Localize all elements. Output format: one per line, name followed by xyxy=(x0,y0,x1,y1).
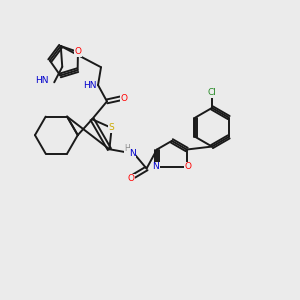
Text: S: S xyxy=(109,123,115,132)
Text: O: O xyxy=(74,47,82,56)
Text: HN: HN xyxy=(83,81,97,90)
Text: O: O xyxy=(127,174,134,183)
Text: O: O xyxy=(185,162,192,171)
Text: N: N xyxy=(152,162,159,171)
Text: Cl: Cl xyxy=(208,88,217,97)
Text: N: N xyxy=(129,149,136,158)
Text: HN: HN xyxy=(35,76,49,85)
Text: O: O xyxy=(120,94,128,103)
Text: H: H xyxy=(124,144,130,153)
